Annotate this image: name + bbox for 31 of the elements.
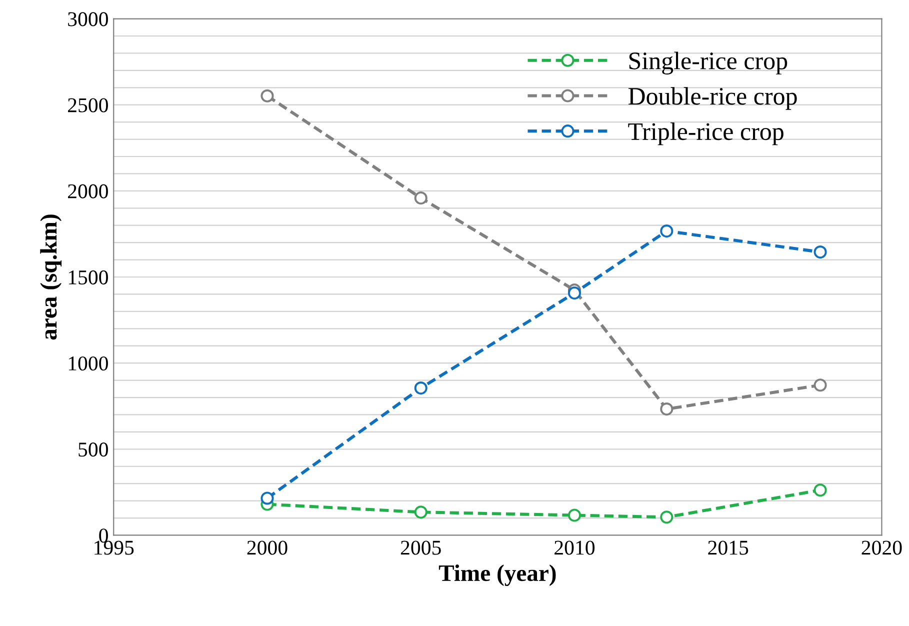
y-tick-label: 1500: [68, 270, 108, 284]
x-axis-title: Time (year): [438, 564, 556, 586]
legend-label: Triple-rice crop: [628, 122, 784, 146]
x-tick-label: 2005: [400, 540, 441, 555]
legend-label: Double-rice crop: [628, 87, 797, 110]
x-tick-label: 2010: [554, 540, 595, 555]
x-tick-label: 2020: [862, 540, 902, 555]
point: [660, 402, 674, 416]
y-tick-label: 1000: [68, 356, 108, 371]
point: [260, 89, 274, 102]
point: [414, 191, 428, 205]
x-tick-label: 2000: [247, 540, 288, 555]
point: [814, 246, 827, 259]
point: [660, 510, 674, 524]
x-tick-label: 2015: [708, 540, 748, 555]
y-tick-label: 3000: [68, 12, 108, 26]
point: [414, 506, 428, 519]
point: [568, 508, 582, 522]
point: [660, 224, 674, 238]
y-axis-title: area (sq.km): [40, 214, 62, 340]
point: [568, 286, 582, 300]
x-tick-label: 1995: [94, 540, 134, 555]
point: [414, 382, 428, 395]
y-tick-label: 500: [78, 442, 108, 457]
y-tick-label: 2500: [68, 98, 108, 112]
y-tick-label: 0: [99, 528, 108, 543]
point: [814, 484, 827, 497]
point: [814, 378, 827, 392]
y-tick-label: 2000: [68, 184, 108, 198]
point: [260, 492, 274, 505]
legend-label: Single-rice crop: [629, 52, 788, 75]
